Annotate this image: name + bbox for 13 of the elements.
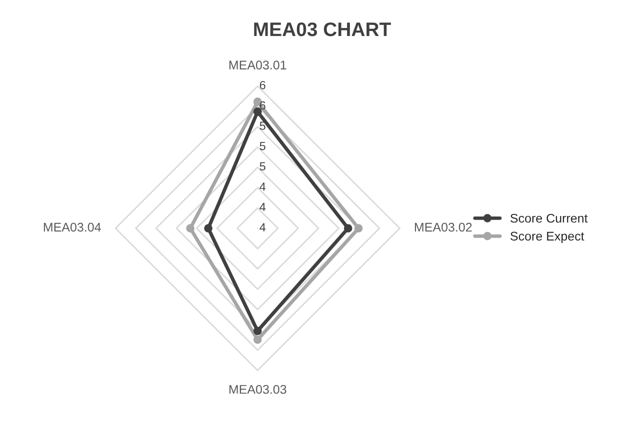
- spoke-label: MEA03.02: [414, 222, 472, 232]
- legend-label: Score Current: [510, 214, 588, 223]
- y-tick-label: 5: [260, 142, 266, 150]
- spoke-label: MEA03.03: [229, 384, 286, 394]
- y-tick-label: 5: [260, 162, 266, 171]
- chart-title: MEA03 CHART: [254, 22, 391, 36]
- spoke-label: MEA03.01: [229, 60, 286, 70]
- legend-label: Score Expect: [510, 232, 584, 244]
- spoke-label: MEA03.04: [44, 222, 101, 232]
- y-tick-label: 6: [260, 80, 266, 90]
- y-tick-label: 4: [260, 182, 266, 191]
- y-tick-label: 4: [260, 202, 266, 212]
- y-tick-label: 4: [260, 223, 266, 232]
